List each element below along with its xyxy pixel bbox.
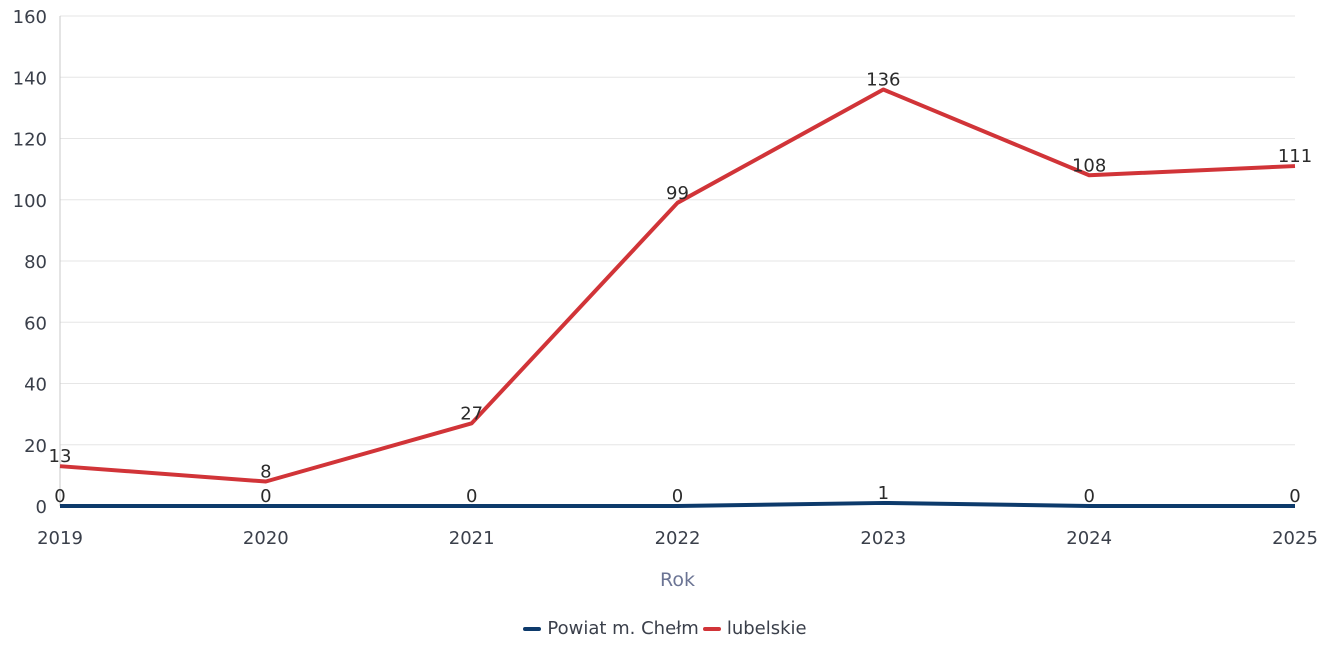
data-labels: 13 8 27 99 136 108 111 0 0 0 0 1 0 0 bbox=[49, 70, 1313, 508]
legend-label: lubelskie bbox=[726, 618, 807, 639]
data-label: 136 bbox=[866, 70, 900, 91]
y-tick-label: 80 bbox=[24, 252, 47, 273]
data-label: 13 bbox=[49, 446, 72, 467]
data-label: 0 bbox=[672, 486, 683, 507]
y-tick-label: 20 bbox=[24, 436, 47, 457]
x-axis-ticks: 2019 2020 2021 2022 2023 2024 2025 bbox=[37, 528, 1318, 549]
data-label: 0 bbox=[1083, 486, 1094, 507]
y-tick-label: 160 bbox=[13, 7, 47, 28]
x-tick-label: 2021 bbox=[449, 528, 495, 549]
y-tick-label: 140 bbox=[13, 68, 47, 89]
legend-swatch bbox=[523, 626, 542, 631]
y-tick-label: 0 bbox=[36, 497, 47, 518]
x-tick-label: 2023 bbox=[860, 528, 906, 549]
y-tick-label: 100 bbox=[13, 191, 47, 212]
y-axis-ticks: 0 20 40 60 80 100 120 140 160 bbox=[13, 7, 47, 518]
grid-lines bbox=[60, 15, 1295, 446]
data-label: 27 bbox=[460, 403, 483, 424]
data-label: 0 bbox=[466, 486, 477, 507]
x-tick-label: 2025 bbox=[1272, 528, 1318, 549]
data-label: 111 bbox=[1278, 146, 1312, 167]
legend-label: Powiat m. Chełm bbox=[547, 618, 699, 639]
x-tick-label: 2022 bbox=[655, 528, 701, 549]
data-label: 1 bbox=[878, 483, 889, 504]
y-tick-label: 60 bbox=[24, 313, 47, 334]
data-label: 0 bbox=[260, 486, 271, 507]
series-line bbox=[60, 500, 1295, 508]
x-tick-label: 2019 bbox=[37, 528, 83, 549]
x-tick-label: 2024 bbox=[1066, 528, 1112, 549]
data-label: 0 bbox=[1289, 486, 1300, 507]
legend-swatch bbox=[702, 626, 721, 631]
x-axis-title: Rok bbox=[660, 569, 695, 591]
y-tick-label: 40 bbox=[24, 375, 47, 396]
series-lines bbox=[59, 87, 1296, 508]
legend: Powiat m. Chełm lubelskie bbox=[0, 618, 1330, 639]
data-label: 99 bbox=[666, 183, 689, 204]
x-tick-label: 2020 bbox=[243, 528, 289, 549]
data-label: 8 bbox=[260, 462, 271, 483]
legend-item[interactable]: lubelskie bbox=[702, 618, 807, 639]
y-tick-label: 120 bbox=[13, 130, 47, 151]
data-label: 0 bbox=[54, 486, 65, 507]
legend-item[interactable]: Powiat m. Chełm bbox=[523, 618, 699, 639]
series-line bbox=[59, 87, 1296, 484]
data-label: 108 bbox=[1072, 155, 1106, 176]
